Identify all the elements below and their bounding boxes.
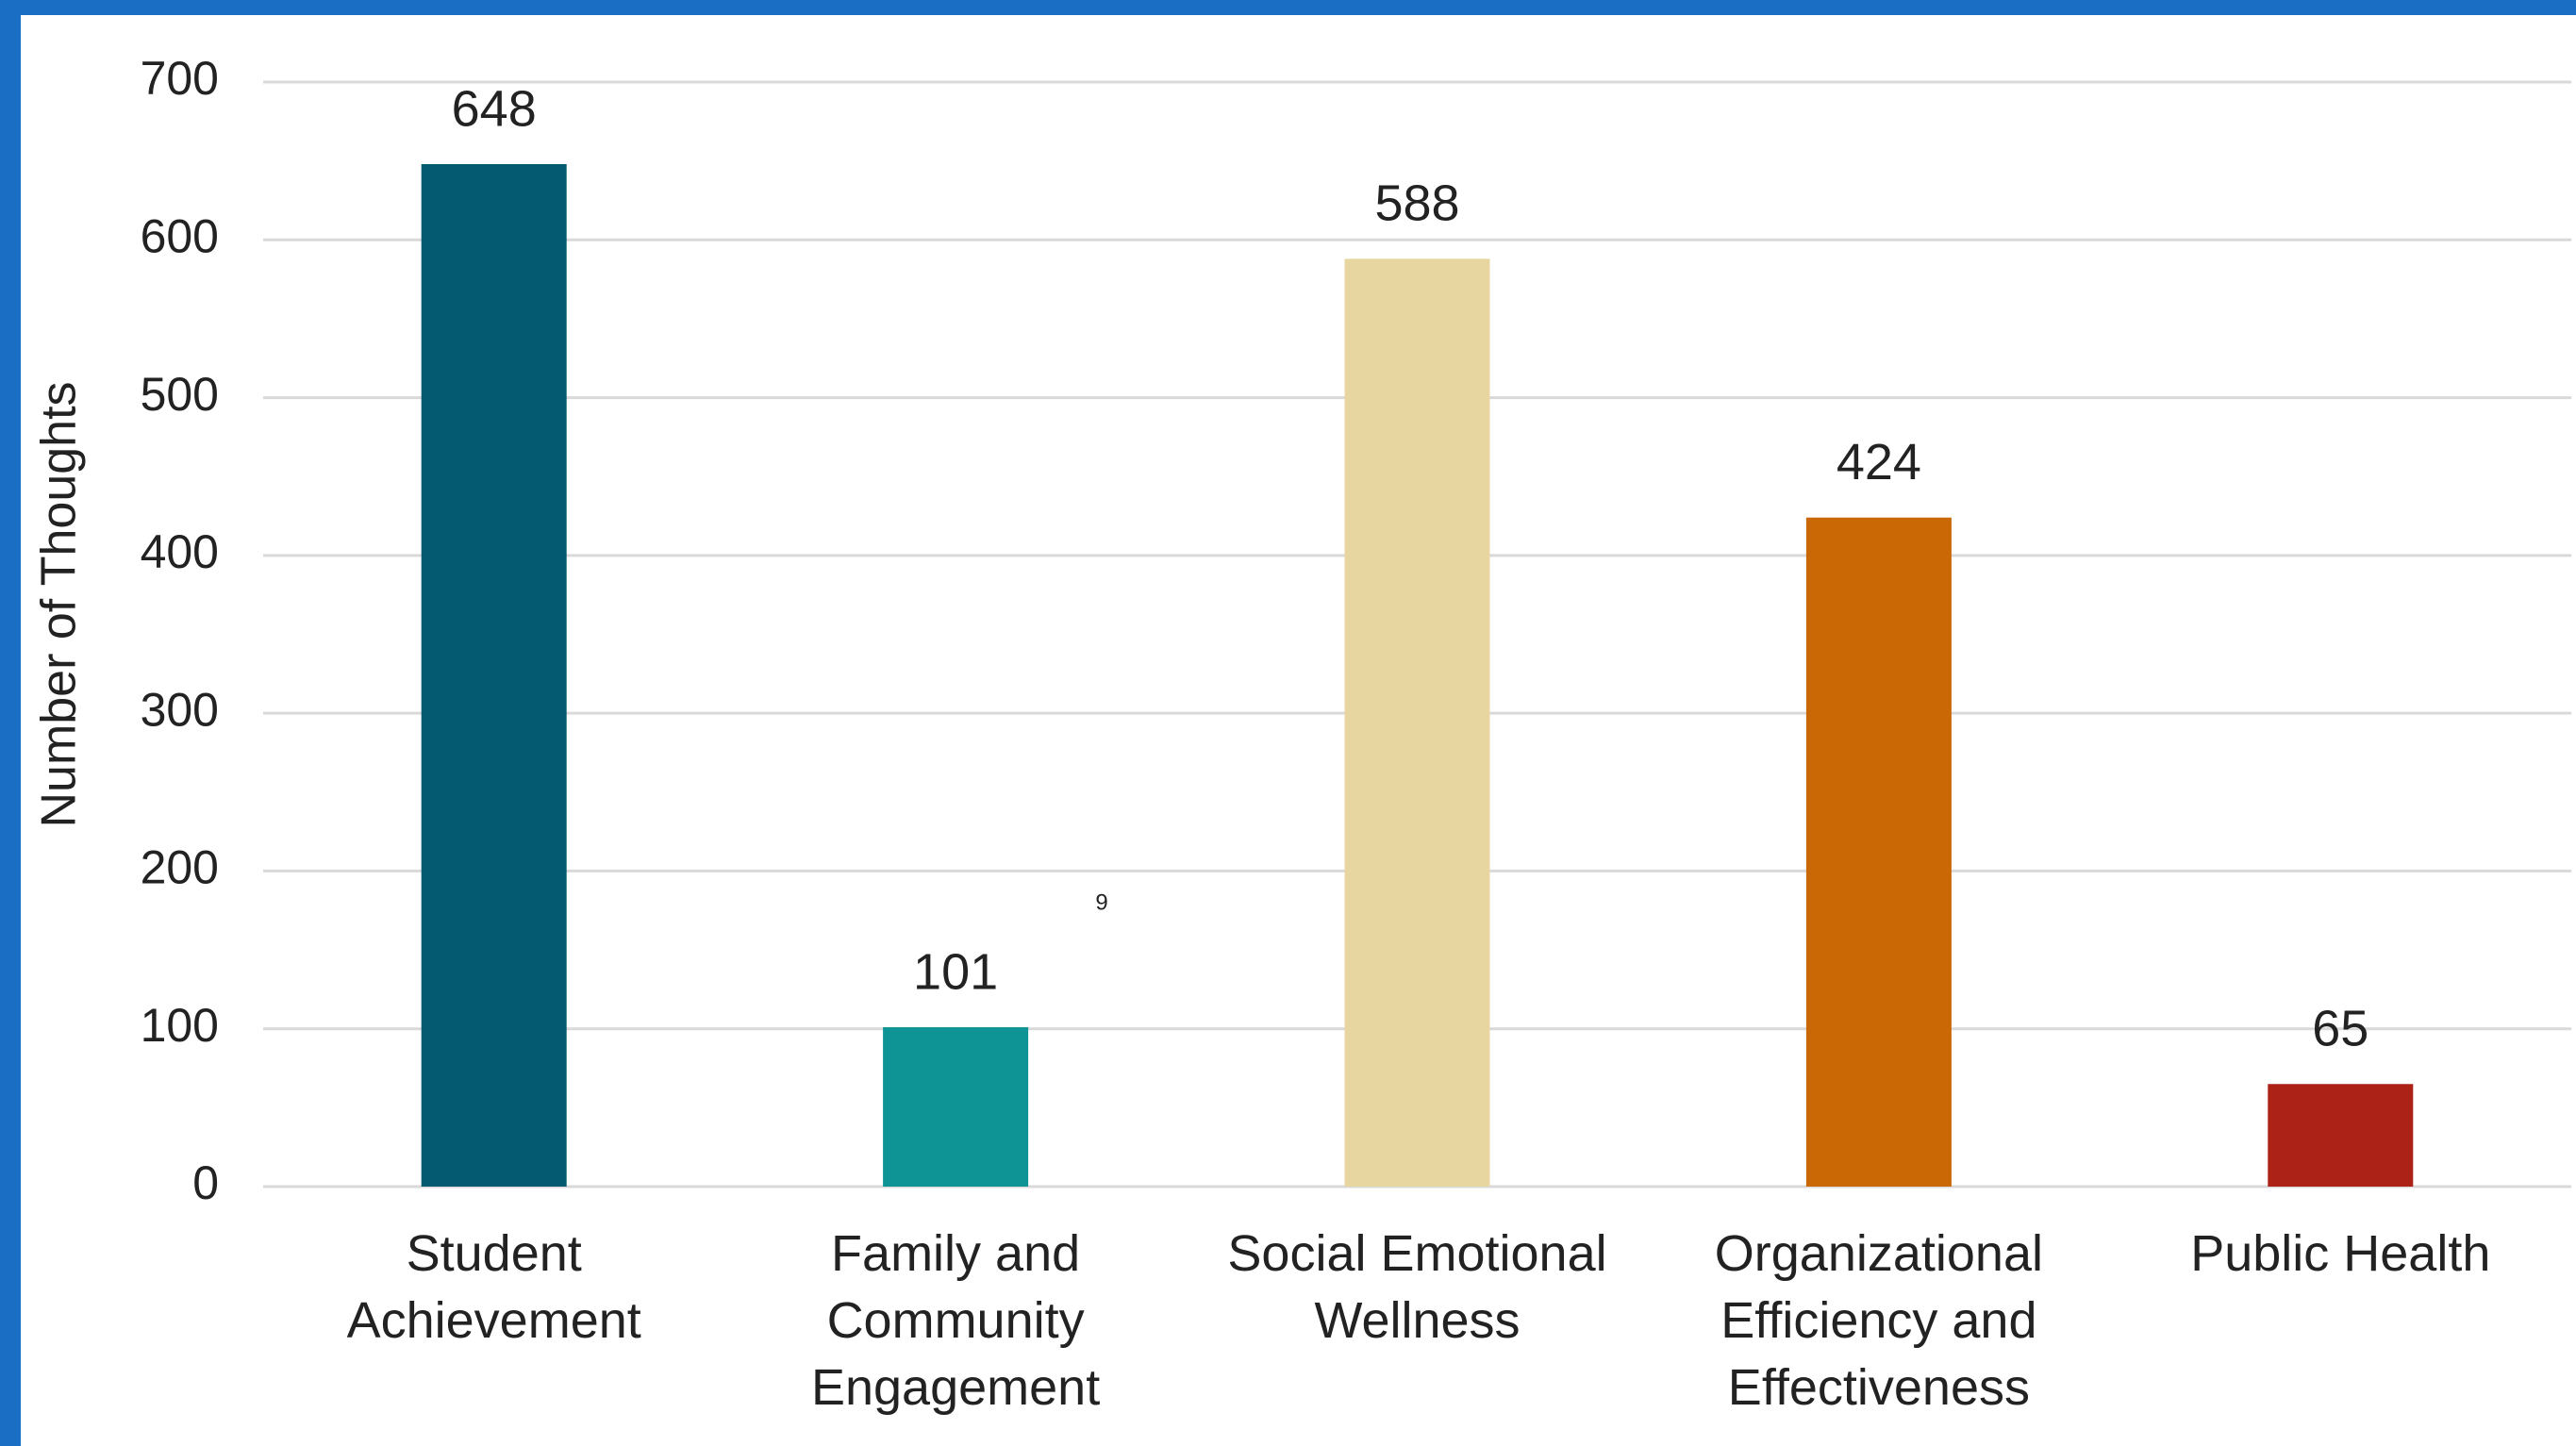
y-tick-label: 400 — [141, 525, 219, 578]
bar — [883, 1027, 1029, 1187]
x-tick-label: Family and Community Engagement — [810, 1225, 1101, 1416]
data-label: 648 — [452, 80, 537, 137]
bar — [1805, 517, 1952, 1187]
data-label: 424 — [1836, 434, 1921, 490]
bar — [2268, 1084, 2414, 1187]
y-tick-label: 700 — [141, 52, 219, 105]
y-tick-label: 300 — [141, 683, 219, 736]
y-tick-label: 200 — [141, 841, 219, 894]
x-tick-label: Student Achievement — [346, 1225, 641, 1349]
y-tick-label: 600 — [141, 209, 219, 262]
x-tick-label: Public Health — [2190, 1225, 2491, 1282]
y-tick-label: 100 — [141, 999, 219, 1052]
y-axis-title: Number of Thoughts — [32, 381, 87, 827]
bar — [1344, 258, 1490, 1187]
y-tick-label: 500 — [141, 368, 219, 421]
data-label: 65 — [2312, 1001, 2368, 1057]
data-label: 101 — [913, 943, 998, 1000]
y-tick-label: 0 — [192, 1156, 219, 1209]
bar — [421, 163, 567, 1188]
x-tick-label: Organizational Efficiency and Effectiven… — [1714, 1225, 2043, 1416]
page-number: 9 — [1095, 889, 1107, 915]
x-tick-label: Social Emotional Wellness — [1227, 1225, 1607, 1349]
data-label: 588 — [1374, 175, 1459, 232]
